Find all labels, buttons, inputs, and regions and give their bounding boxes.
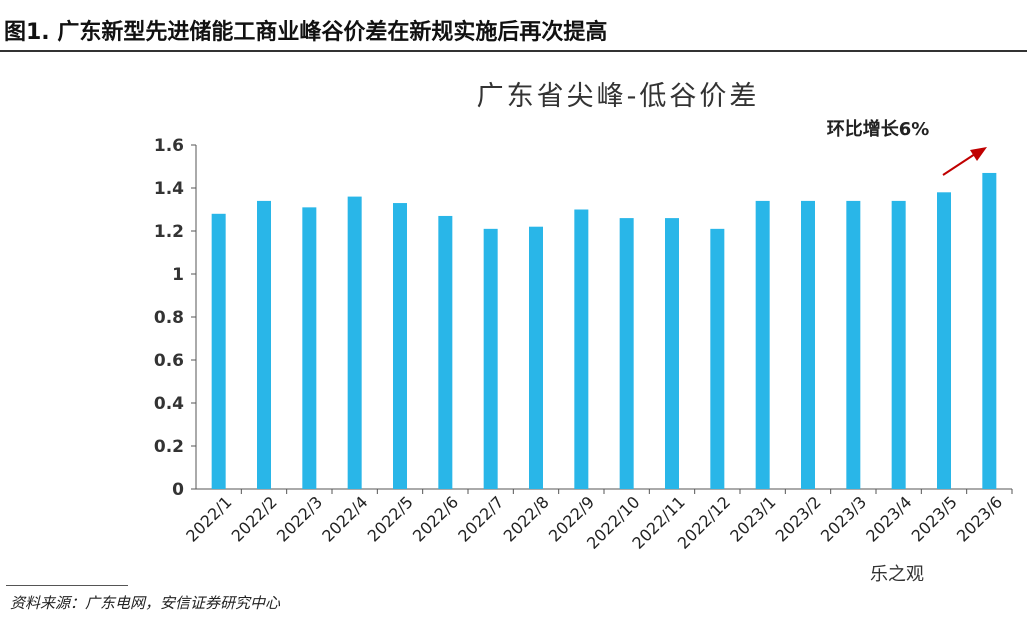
title-divider bbox=[0, 50, 1027, 52]
figure-title: 图1. 广东新型先进储能工商业峰谷价差在新规实施后再次提高 bbox=[4, 20, 608, 45]
bar bbox=[211, 213, 226, 490]
x-tick-label: 2022/6 bbox=[409, 492, 462, 545]
y-tick-label: 1.4 bbox=[154, 179, 184, 199]
bar bbox=[619, 218, 634, 489]
bar bbox=[438, 215, 453, 489]
bar bbox=[393, 203, 407, 490]
chart-title: 广东省尖峰-低谷价差 bbox=[477, 81, 760, 112]
x-tick-label: 2022/7 bbox=[454, 492, 507, 545]
bar bbox=[846, 200, 861, 489]
x-tick-label: 2023/3 bbox=[817, 492, 870, 545]
bar bbox=[937, 192, 951, 490]
bar bbox=[801, 200, 815, 489]
watermark: 乐之观 bbox=[870, 564, 924, 585]
arrow-head-icon bbox=[970, 147, 987, 161]
bar bbox=[347, 196, 362, 489]
bar bbox=[574, 209, 589, 489]
y-tick-label: 0.6 bbox=[154, 351, 184, 371]
x-tick-label: 2023/1 bbox=[726, 492, 779, 545]
bar bbox=[665, 218, 679, 489]
bar bbox=[257, 200, 271, 489]
y-tick-label: 1.6 bbox=[154, 136, 184, 156]
source-divider bbox=[6, 585, 128, 586]
x-tick-label: 2022/4 bbox=[318, 492, 371, 545]
bar bbox=[755, 200, 770, 489]
growth-arrow bbox=[942, 153, 976, 176]
x-tick-label: 2023/4 bbox=[862, 492, 915, 545]
x-tick-label: 2022/2 bbox=[228, 492, 281, 545]
y-tick-label: 1.2 bbox=[154, 222, 184, 242]
bar bbox=[302, 207, 317, 489]
bar bbox=[529, 226, 543, 489]
x-tick-label: 2022/8 bbox=[500, 492, 553, 545]
y-tick-label: 1 bbox=[172, 265, 184, 285]
source-note: 资料来源：广东电网，安信证券研究中心 bbox=[10, 594, 281, 612]
bar bbox=[982, 172, 997, 489]
x-tick-label: 2023/5 bbox=[908, 492, 961, 545]
x-tick-label: 2023/6 bbox=[953, 492, 1006, 545]
bar bbox=[710, 228, 725, 489]
growth-annotation: 环比增长6% bbox=[827, 118, 930, 140]
y-tick-label: 0.4 bbox=[154, 394, 184, 414]
x-tick-label: 2022/5 bbox=[364, 492, 417, 545]
bar bbox=[483, 228, 498, 489]
x-tick-label: 2022/3 bbox=[273, 492, 326, 545]
y-tick-label: 0.8 bbox=[154, 308, 184, 328]
x-tick-label: 2023/2 bbox=[772, 492, 825, 545]
y-tick-label: 0 bbox=[172, 480, 184, 500]
y-tick-label: 0.2 bbox=[154, 437, 184, 457]
x-tick-label: 2022/1 bbox=[182, 492, 235, 545]
bar bbox=[891, 200, 906, 489]
